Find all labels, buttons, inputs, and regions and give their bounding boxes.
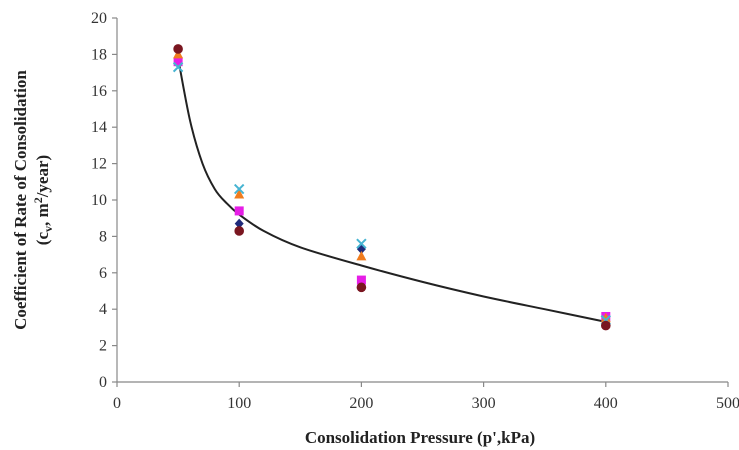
y-title-sub: v: [41, 226, 55, 232]
data-point-triangle: [234, 189, 245, 199]
y-title-prefix: (c: [33, 232, 52, 246]
data-point-diamond: [234, 218, 244, 229]
x-axis-title: Consolidation Pressure (p',kPa): [305, 428, 535, 447]
x-ticks: 0 100 200 300 400 500: [113, 382, 739, 412]
y-axis-title-line1: Coefficient of Rate of Consolidation: [11, 70, 30, 330]
data-point-triangle: [600, 312, 611, 323]
y-tick-label: 10: [91, 192, 107, 209]
y-title-sup: 2: [31, 197, 45, 203]
y-title-suffix: /year): [33, 155, 52, 198]
x-tick-label: 0: [113, 395, 121, 412]
x-tick-label: 300: [472, 395, 496, 412]
y-tick-label: 14: [91, 119, 107, 136]
data-point-circle: [234, 226, 244, 236]
y-tick-label: 18: [91, 46, 107, 63]
data-point-square: [234, 206, 244, 216]
data-point-x: [172, 61, 184, 73]
y-tick-label: 4: [99, 301, 107, 318]
data-point-circle: [173, 44, 183, 54]
data-point-circle: [601, 320, 611, 331]
plot-area: 0 100 200 300 400 500 0 2 4 6 8 10 12 14 16 18 20: [91, 10, 739, 412]
data-point-triangle: [356, 250, 367, 261]
x-tick-label: 500: [716, 395, 739, 412]
y-tick-label: 0: [99, 374, 107, 391]
data-point-x: [233, 183, 245, 195]
data-markers: [172, 44, 612, 331]
y-tick-label: 2: [99, 338, 107, 355]
y-axis-title: Coefficient of Rate of Consolidation (cv…: [11, 70, 55, 330]
y-tick-label: 12: [91, 156, 107, 173]
y-tick-label: 8: [99, 228, 107, 245]
y-tick-label: 6: [99, 265, 107, 282]
y-ticks: 0 2 4 6 8 10 12 14 16 18 20: [91, 10, 117, 391]
x-tick-label: 400: [594, 395, 618, 412]
data-point-x: [356, 238, 367, 249]
y-tick-label: 20: [91, 10, 107, 27]
x-tick-label: 100: [227, 395, 251, 412]
trendline: [177, 57, 607, 323]
data-point-square: [173, 57, 183, 67]
y-tick-label: 16: [91, 83, 107, 100]
y-title-mid: , m: [33, 203, 52, 226]
y-axis-title-line2: (cv, m2/year): [31, 155, 55, 245]
data-point-circle: [356, 282, 367, 293]
x-tick-label: 200: [349, 395, 373, 412]
data-point-square: [356, 275, 366, 285]
